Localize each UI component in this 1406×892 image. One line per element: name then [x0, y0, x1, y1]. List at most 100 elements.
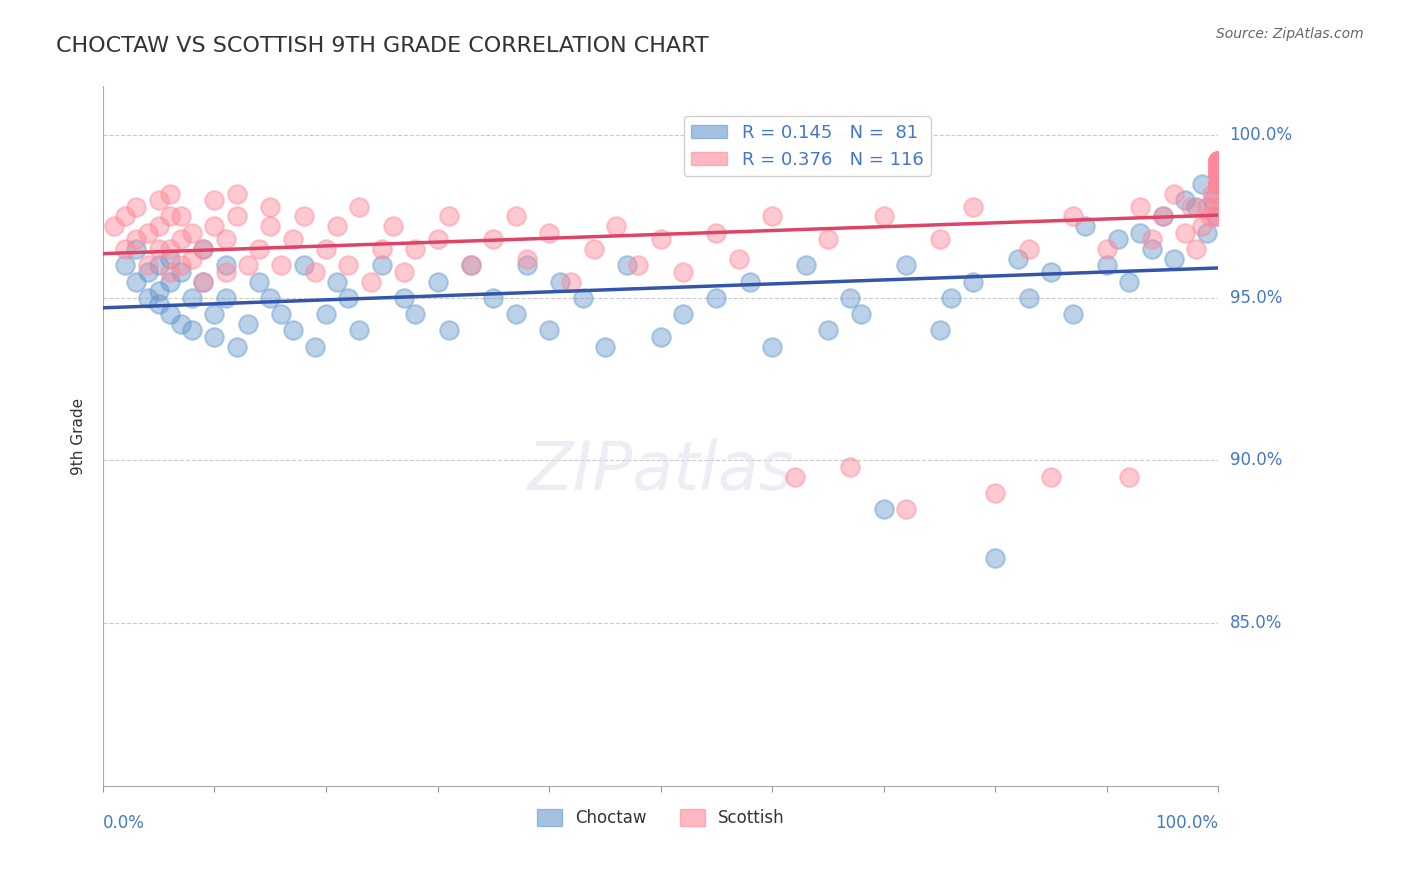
- Point: [1208, 177, 1230, 191]
- Point: [437, 210, 460, 224]
- Point: [326, 219, 349, 234]
- Point: [560, 275, 582, 289]
- Point: [1208, 154, 1230, 169]
- Point: [1180, 200, 1202, 214]
- Point: [404, 307, 426, 321]
- Point: [170, 265, 193, 279]
- Point: [1208, 167, 1230, 181]
- Text: 100.0%: 100.0%: [1156, 814, 1219, 831]
- Point: [1208, 167, 1230, 181]
- Point: [1208, 154, 1230, 169]
- Text: ZIPatlas: ZIPatlas: [527, 438, 794, 504]
- Point: [315, 242, 337, 256]
- Point: [1129, 200, 1152, 214]
- Point: [247, 275, 270, 289]
- Point: [159, 265, 181, 279]
- Point: [1095, 242, 1118, 256]
- Point: [738, 275, 761, 289]
- Point: [482, 232, 505, 246]
- Point: [1208, 167, 1230, 181]
- Point: [761, 340, 783, 354]
- Point: [371, 242, 394, 256]
- Point: [1040, 265, 1063, 279]
- Point: [505, 210, 527, 224]
- Point: [571, 291, 593, 305]
- Point: [426, 232, 449, 246]
- Point: [1197, 226, 1219, 240]
- Point: [761, 210, 783, 224]
- Point: [1185, 242, 1208, 256]
- Point: [181, 291, 204, 305]
- Point: [159, 307, 181, 321]
- Point: [125, 200, 148, 214]
- Point: [381, 219, 404, 234]
- Text: 100.0%: 100.0%: [1230, 126, 1292, 145]
- Point: [148, 285, 170, 299]
- Point: [482, 291, 505, 305]
- Point: [125, 275, 148, 289]
- Point: [1208, 177, 1230, 191]
- Point: [505, 307, 527, 321]
- Point: [1208, 177, 1230, 191]
- Point: [939, 291, 962, 305]
- Point: [404, 242, 426, 256]
- Point: [1107, 232, 1129, 246]
- Text: Source: ZipAtlas.com: Source: ZipAtlas.com: [1216, 27, 1364, 41]
- Point: [984, 486, 1007, 500]
- Point: [1201, 186, 1223, 201]
- Point: [114, 242, 136, 256]
- Point: [582, 242, 605, 256]
- Point: [214, 291, 236, 305]
- Point: [1208, 161, 1230, 175]
- Point: [1198, 210, 1220, 224]
- Point: [159, 210, 181, 224]
- Point: [136, 291, 159, 305]
- Y-axis label: 9th Grade: 9th Grade: [72, 398, 86, 475]
- Point: [593, 340, 616, 354]
- Point: [159, 186, 181, 201]
- Point: [817, 323, 839, 337]
- Point: [1208, 161, 1230, 175]
- Point: [1208, 177, 1230, 191]
- Point: [337, 258, 360, 272]
- Text: 0.0%: 0.0%: [103, 814, 145, 831]
- Point: [1152, 210, 1174, 224]
- Point: [460, 258, 482, 272]
- Point: [1140, 242, 1163, 256]
- Point: [1208, 167, 1230, 181]
- Point: [193, 242, 215, 256]
- Point: [1007, 252, 1029, 266]
- Point: [159, 275, 181, 289]
- Point: [236, 258, 259, 272]
- Point: [1018, 291, 1040, 305]
- Point: [360, 275, 382, 289]
- Point: [304, 265, 326, 279]
- Point: [928, 232, 950, 246]
- Point: [1208, 161, 1230, 175]
- Point: [371, 258, 394, 272]
- Point: [1208, 177, 1230, 191]
- Point: [672, 307, 695, 321]
- Point: [1208, 161, 1230, 175]
- Point: [727, 252, 749, 266]
- Legend: Choctaw, Scottish: Choctaw, Scottish: [530, 802, 792, 833]
- Point: [1073, 219, 1095, 234]
- Point: [1208, 177, 1230, 191]
- Point: [650, 330, 672, 344]
- Point: [1208, 154, 1230, 169]
- Point: [894, 258, 917, 272]
- Point: [839, 460, 862, 475]
- Point: [1163, 186, 1185, 201]
- Point: [148, 242, 170, 256]
- Text: 95.0%: 95.0%: [1230, 289, 1282, 307]
- Point: [259, 219, 281, 234]
- Point: [1208, 161, 1230, 175]
- Point: [1208, 161, 1230, 175]
- Point: [1202, 200, 1225, 214]
- Point: [204, 330, 226, 344]
- Point: [1202, 193, 1225, 207]
- Point: [193, 275, 215, 289]
- Point: [349, 323, 371, 337]
- Point: [326, 275, 349, 289]
- Point: [1062, 307, 1084, 321]
